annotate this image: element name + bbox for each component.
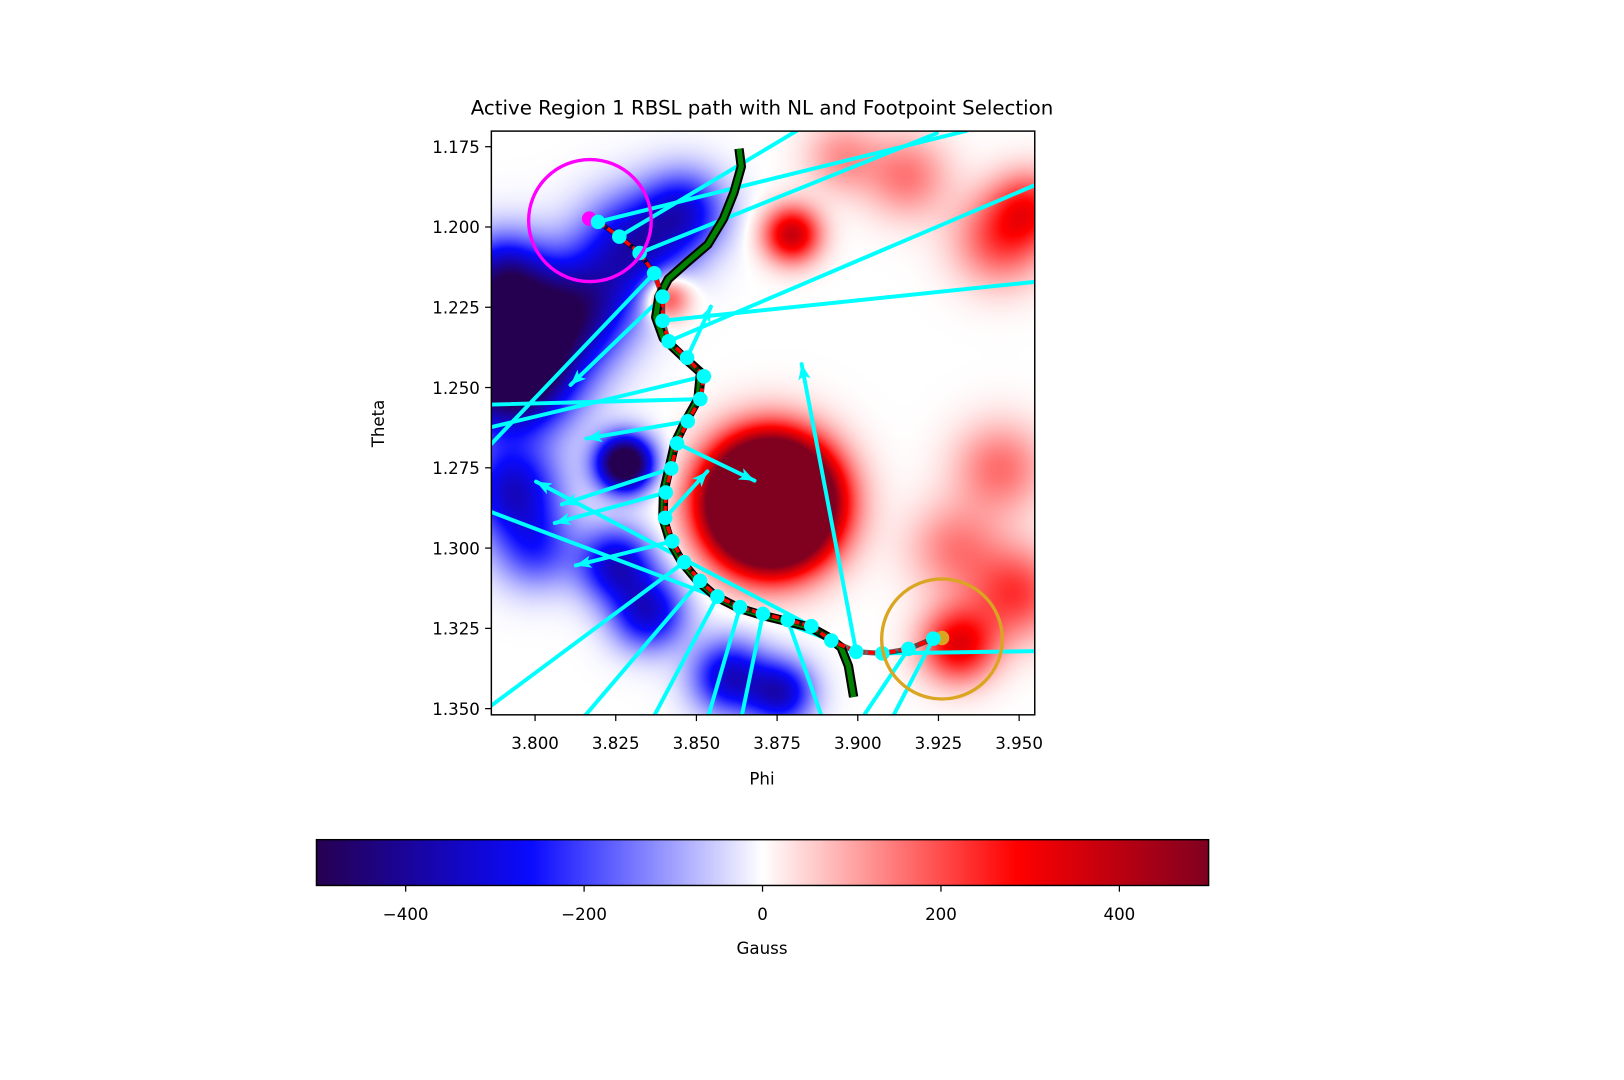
x-tick-label: 3.850 (673, 734, 721, 753)
y-tick-label: 1.225 (432, 299, 480, 318)
path-point (669, 436, 685, 451)
x-tick-label: 3.800 (511, 734, 559, 753)
colorbar-label: Gauss (737, 939, 788, 958)
field-vector (739, 611, 765, 715)
field-vector (891, 636, 936, 715)
field-vector (666, 183, 1035, 344)
y-tick-label: 1.300 (432, 539, 480, 558)
x-tick-label: 3.950 (995, 734, 1043, 753)
chart-title: Active Region 1 RBSL path with NL and Fo… (471, 96, 1054, 119)
field-vector (559, 466, 674, 507)
field-vector (652, 594, 720, 715)
plot-frame (490, 130, 1036, 716)
path-point (926, 631, 941, 646)
path-point (661, 334, 676, 349)
path-point (693, 391, 708, 407)
path-point (848, 644, 864, 660)
field-vector (491, 271, 657, 446)
path-point (664, 534, 680, 549)
field-vector-arrowhead (554, 512, 572, 525)
field-vector (675, 441, 757, 483)
path-point (824, 633, 839, 648)
field-vector-arrowhead (698, 306, 711, 324)
path-point (646, 265, 662, 281)
y-tick-label: 1.250 (432, 379, 480, 398)
colorbar-tick-label: −200 (561, 905, 607, 924)
field-vector (861, 646, 911, 715)
field-vector-arrowhead (737, 468, 755, 481)
colorbar-tick-label: 200 (925, 905, 957, 924)
field-vector (552, 490, 668, 526)
path-point (655, 313, 670, 329)
colorbar-frame (315, 838, 1210, 887)
x-axis: 3.800 3.825 3.850 3.875 3.900 3.925 3.950 (511, 714, 1043, 753)
end-selection-circle (879, 577, 1005, 701)
y-tick-label: 1.350 (432, 700, 480, 719)
path-point (780, 612, 796, 628)
field-vector-arrowhead (570, 369, 587, 385)
y-axis-label: Theta (369, 400, 388, 449)
path-point (655, 289, 670, 304)
field-vector (706, 605, 742, 715)
plot-layers (491, 131, 1035, 715)
path-point (710, 589, 725, 604)
field-vector (491, 560, 687, 708)
colorbar-tick-label: 0 (757, 905, 768, 924)
path-point (696, 369, 712, 384)
field-vector (584, 419, 690, 441)
field-vector (799, 362, 859, 654)
field-vector (583, 578, 702, 715)
path-point (680, 413, 696, 429)
x-axis-label: Phi (749, 770, 774, 789)
field-vector (637, 131, 939, 255)
start-selection-circle (526, 157, 653, 284)
y-axis: 1.175 1.200 1.225 1.250 1.275 1.300 1.325 1.350 (432, 138, 492, 719)
path-point (679, 350, 695, 365)
path-point (676, 554, 692, 570)
field-vector (491, 397, 703, 407)
y-tick-label: 1.275 (432, 459, 480, 478)
path-point (732, 599, 748, 615)
field-vector-arrowhead (798, 364, 811, 381)
field-vector (617, 131, 799, 239)
field-vector (785, 618, 824, 715)
path-point (658, 485, 674, 500)
x-tick-label: 3.825 (592, 734, 640, 753)
field-vector (660, 279, 1035, 323)
y-tick-label: 1.325 (432, 620, 480, 639)
field-vector (568, 294, 665, 387)
path-point (901, 641, 916, 657)
path-point (663, 461, 679, 476)
path-point (612, 229, 627, 244)
colorbar-tick-label: 400 (1104, 905, 1136, 924)
y-tick-label: 1.200 (432, 218, 480, 237)
path-point (657, 510, 673, 526)
path-point (692, 573, 708, 589)
colorbar-tick-label: −400 (383, 905, 429, 924)
field-vector-arrowhead (575, 555, 593, 568)
x-tick-label: 3.875 (753, 734, 801, 753)
path-point (804, 618, 819, 634)
field-vector-arrowhead (586, 429, 603, 443)
y-tick-label: 1.175 (432, 138, 480, 157)
field-vector-arrowhead (692, 471, 708, 488)
path-point (755, 606, 771, 622)
path-point (590, 214, 606, 230)
colorbar-axis: −400 −200 0 200 400 (383, 885, 1136, 924)
x-tick-label: 3.900 (834, 734, 882, 753)
x-tick-label: 3.925 (915, 734, 963, 753)
field-vector-arrowhead (536, 481, 553, 495)
colorbar-gradient (316, 839, 1209, 886)
